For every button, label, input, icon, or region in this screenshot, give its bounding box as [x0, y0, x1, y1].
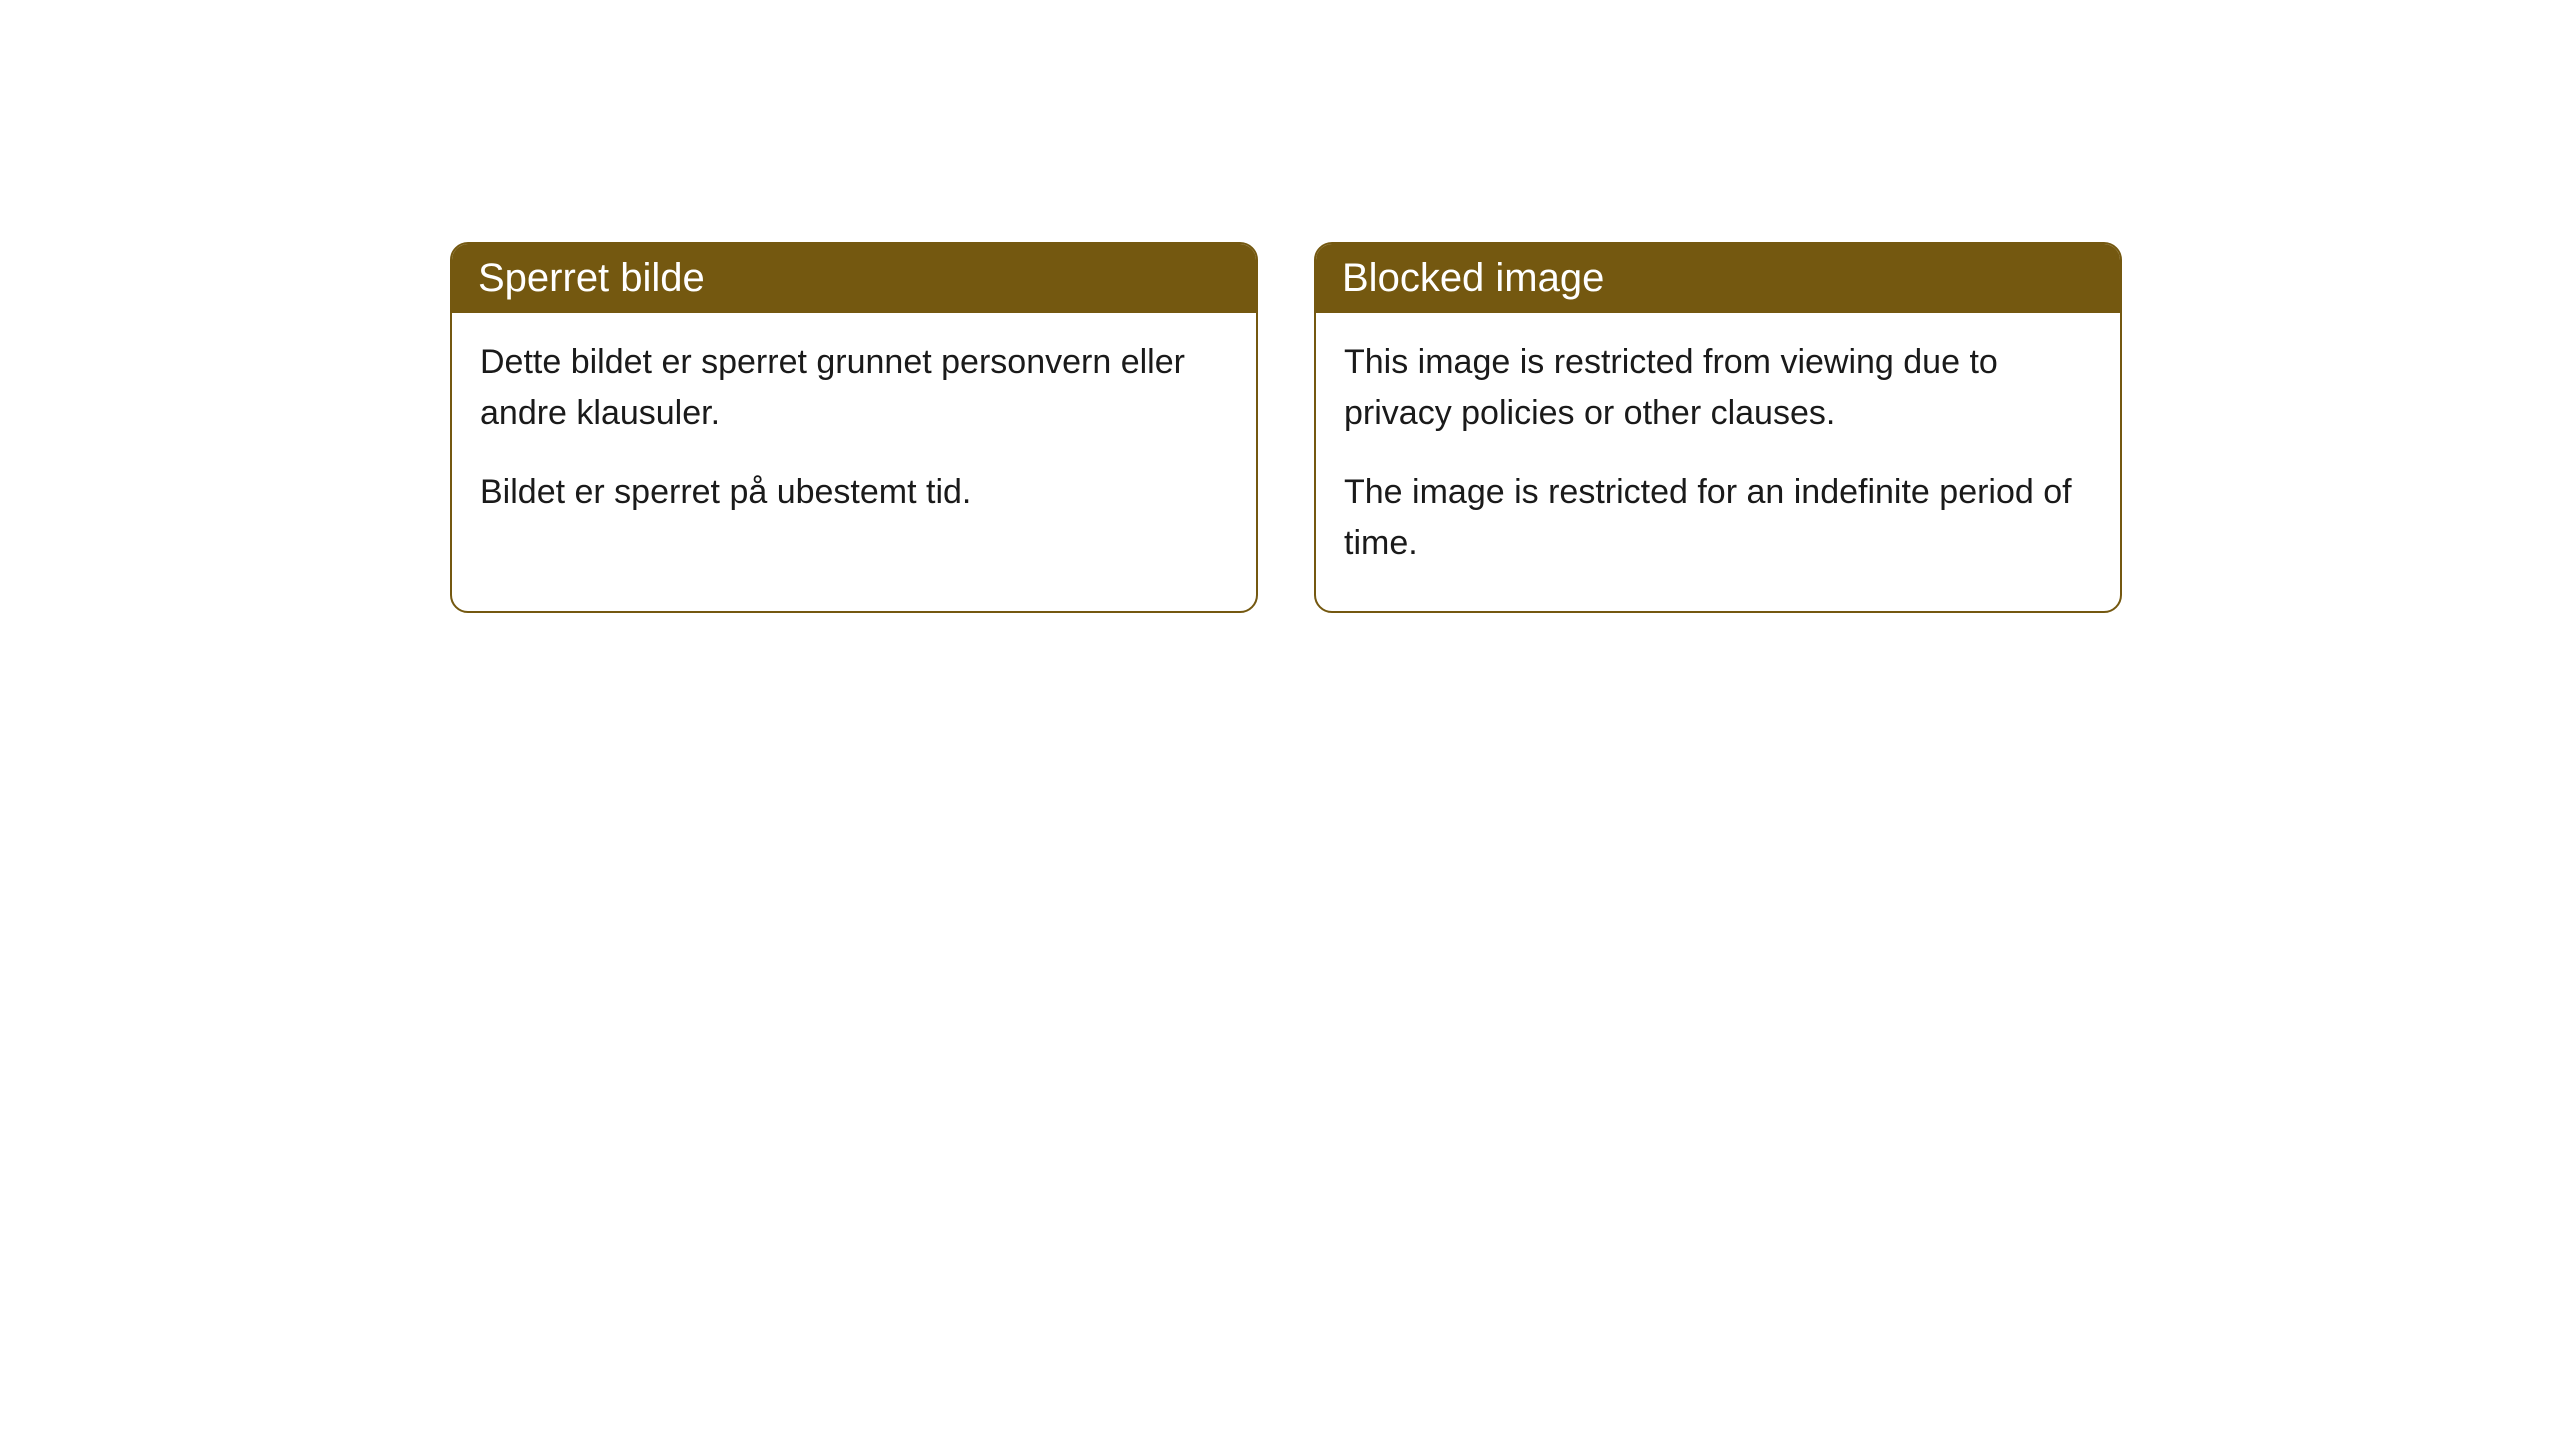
- card-paragraph-2: The image is restricted for an indefinit…: [1344, 467, 2092, 569]
- card-norwegian: Sperret bilde Dette bildet er sperret gr…: [450, 242, 1258, 613]
- card-header-norwegian: Sperret bilde: [452, 244, 1256, 313]
- card-header-english: Blocked image: [1316, 244, 2120, 313]
- card-english: Blocked image This image is restricted f…: [1314, 242, 2122, 613]
- card-body-english: This image is restricted from viewing du…: [1316, 313, 2120, 611]
- card-paragraph-1: Dette bildet er sperret grunnet personve…: [480, 337, 1228, 439]
- card-paragraph-2: Bildet er sperret på ubestemt tid.: [480, 467, 1228, 518]
- cards-container: Sperret bilde Dette bildet er sperret gr…: [450, 242, 2122, 613]
- card-paragraph-1: This image is restricted from viewing du…: [1344, 337, 2092, 439]
- card-body-norwegian: Dette bildet er sperret grunnet personve…: [452, 313, 1256, 560]
- card-title: Sperret bilde: [478, 256, 705, 300]
- card-title: Blocked image: [1342, 256, 1604, 300]
